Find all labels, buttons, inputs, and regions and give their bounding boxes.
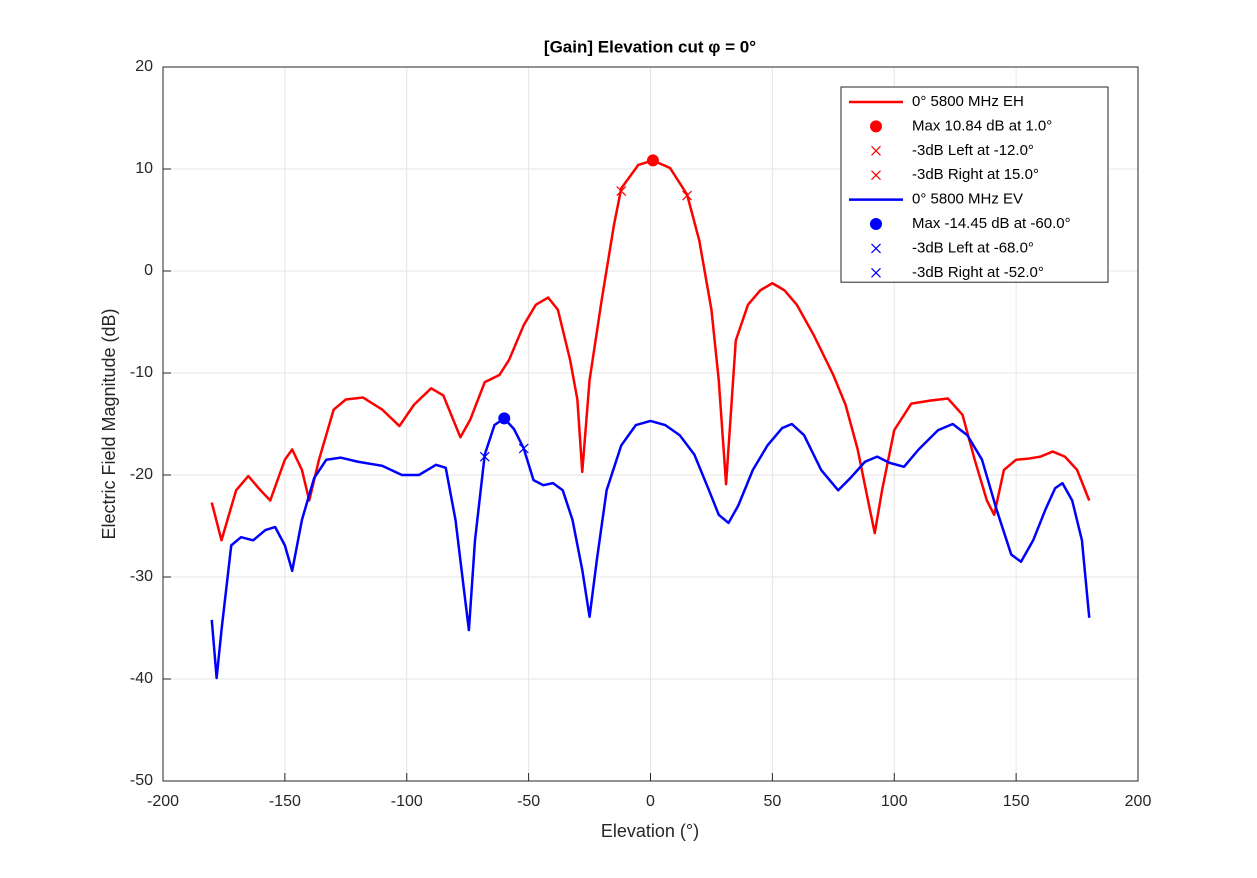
cross-marker: [871, 170, 881, 181]
cross-marker: [616, 186, 627, 196]
x-axis-label: Elevation (°): [601, 821, 699, 841]
max-marker: [646, 154, 659, 167]
x-tick-label: 0: [646, 793, 655, 810]
x-tick-label: 200: [1125, 793, 1152, 810]
cross-stroke: [518, 443, 529, 454]
y-tick-label: -30: [130, 568, 153, 585]
legend-swatch: [870, 120, 882, 133]
y-axis-label: Electric Field Magnitude (dB): [99, 308, 119, 539]
legend-label: 0° 5800 MHz EV: [912, 191, 1023, 208]
cross-stroke: [479, 451, 490, 462]
cross-marker: [479, 451, 490, 462]
legend-label: -3dB Left at -12.0°: [912, 142, 1034, 159]
legend-label: 0° 5800 MHz EH: [912, 93, 1024, 110]
legend-label: -3dB Right at 15.0°: [912, 166, 1039, 183]
series-line: [210, 417, 1091, 680]
y-tick-label: -10: [130, 364, 153, 381]
legend-label: Max -14.45 dB at -60.0°: [912, 215, 1071, 232]
cross-marker: [518, 443, 529, 454]
y-tick-label: -40: [130, 670, 153, 687]
legend-label: Max 10.84 dB at 1.0°: [912, 117, 1052, 134]
legend-swatch: [870, 218, 882, 230]
cross-stroke: [871, 267, 881, 278]
legend-box: [840, 86, 1109, 283]
cross-stroke: [682, 190, 692, 201]
cross-marker: [871, 145, 881, 156]
x-tick-label: 100: [881, 793, 908, 810]
cross-marker: [871, 243, 881, 254]
cross-stroke: [616, 186, 627, 196]
x-tick-label: 50: [763, 793, 781, 810]
x-tick-label: -50: [517, 793, 540, 810]
legend-label: -3dB Right at -52.0°: [912, 264, 1044, 281]
y-tick-label: 20: [135, 58, 153, 75]
legend-label: -3dB Left at -68.0°: [912, 239, 1034, 256]
plot-frame: [162, 66, 1139, 782]
x-tick-label: -200: [147, 793, 179, 810]
max-marker: [498, 412, 511, 425]
cross-marker: [871, 267, 881, 278]
chart-title: [Gain] Elevation cut φ = 0°: [544, 37, 756, 56]
y-tick-label: -20: [130, 466, 153, 483]
y-tick-label: 10: [135, 160, 153, 177]
x-tick-label: -150: [269, 793, 301, 810]
x-tick-label: -100: [391, 793, 423, 810]
cross-stroke: [871, 170, 881, 181]
cross-stroke: [871, 145, 881, 156]
x-tick-label: 150: [1003, 793, 1030, 810]
series-line: [210, 159, 1091, 542]
y-tick-label: 0: [144, 262, 153, 279]
cross-marker: [682, 190, 692, 201]
cross-stroke: [871, 243, 881, 254]
y-tick-label: -50: [130, 772, 153, 789]
